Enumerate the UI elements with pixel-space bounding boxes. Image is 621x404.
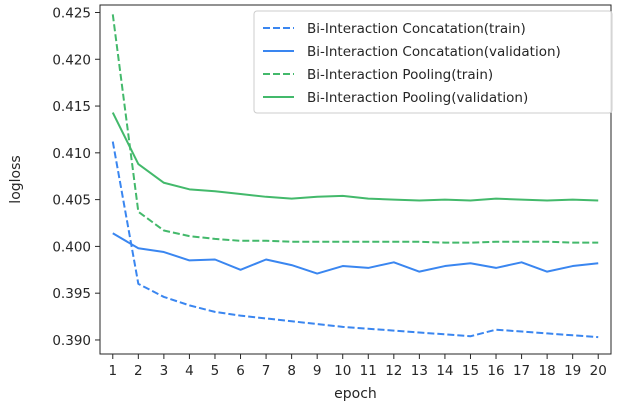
- x-axis-label: epoch: [334, 386, 377, 402]
- series-layer: [111, 14, 599, 339]
- x-tick-label: 3: [160, 363, 169, 379]
- x-tick-label: 9: [313, 363, 322, 379]
- x-tick-label: 19: [564, 363, 581, 379]
- x-tick-label: 13: [411, 363, 428, 379]
- legend-label: Bi-Interaction Concatation(train): [307, 21, 526, 37]
- plot-border: [99, 4, 612, 355]
- y-axis: 0.390 0.395 0.400 0.405 0.410 0.415 0.420 0.425: [52, 5, 100, 349]
- series-line-bi-interaction-pooling-validation: [111, 112, 599, 202]
- x-tick-label: 11: [360, 363, 377, 379]
- x-axis: 1 2 3 4 5 6 7 8 9 10 11 12 13 14 15 16 17 18 19 20: [108, 354, 607, 379]
- legend-label: Bi-Interaction Pooling(validation): [307, 90, 528, 106]
- x-tick-label: 2: [134, 363, 143, 379]
- y-tick-label: 0.420: [52, 52, 91, 68]
- legend-label: Bi-Interaction Pooling(train): [307, 67, 493, 83]
- x-tick-label: 10: [334, 363, 351, 379]
- y-tick-label: 0.410: [52, 146, 91, 162]
- y-tick-label: 0.405: [52, 193, 91, 209]
- y-axis-label: logloss: [8, 155, 24, 203]
- legend: Bi-Interaction Concatation(train) Bi-Inte…: [253, 10, 613, 114]
- y-tick-label: 0.415: [52, 99, 91, 115]
- x-tick-label: 14: [436, 363, 453, 379]
- x-tick-label: 8: [287, 363, 296, 379]
- x-tick-label: 7: [262, 363, 271, 379]
- x-tick-label: 16: [487, 363, 504, 379]
- plot-area: [99, 4, 612, 355]
- x-tick-label: 6: [236, 363, 245, 379]
- x-tick-label: 20: [590, 363, 607, 379]
- x-tick-label: 17: [513, 363, 530, 379]
- y-tick-label: 0.395: [52, 286, 91, 302]
- series-line-bi-interaction-pooling-train: [111, 14, 599, 244]
- series-line-bi-interaction-concatation-validation: [112, 232, 599, 275]
- y-tick-label: 0.400: [52, 239, 91, 255]
- x-tick-label: 5: [211, 363, 220, 379]
- series-line-bi-interaction-concatation-train: [111, 141, 599, 339]
- x-tick-label: 18: [539, 363, 556, 379]
- y-tick-label: 0.390: [52, 333, 91, 349]
- legend-label: Bi-Interaction Concatation(validation): [307, 44, 561, 60]
- x-tick-label: 4: [185, 363, 194, 379]
- y-tick-label: 0.425: [52, 5, 91, 21]
- x-tick-label: 15: [462, 363, 479, 379]
- x-tick-label: 1: [108, 363, 117, 379]
- legend-box: [253, 10, 613, 114]
- x-tick-label: 12: [385, 363, 402, 379]
